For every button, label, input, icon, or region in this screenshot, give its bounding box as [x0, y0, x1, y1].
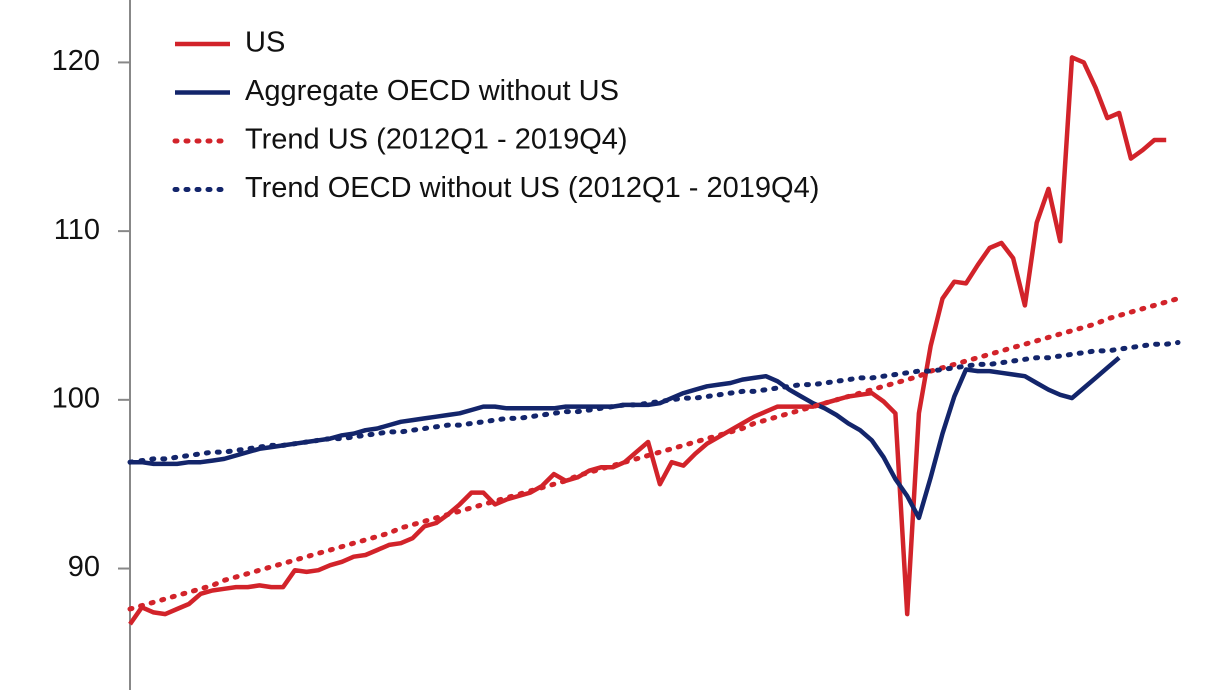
legend-label: Aggregate OECD without US [245, 75, 619, 107]
y-tick-label: 120 [52, 45, 100, 77]
y-tick-label: 110 [54, 214, 100, 246]
legend-label: Trend OECD without US (2012Q1 - 2019Q4) [245, 172, 819, 204]
legend-label: Trend US (2012Q1 - 2019Q4) [245, 124, 628, 156]
series-line [128, 55, 1167, 626]
y-tick-label: 90 [68, 551, 100, 583]
y-tick-label: 100 [52, 382, 100, 414]
series-line [130, 355, 1121, 521]
legend-label: US [245, 27, 285, 59]
series-line [127, 340, 1181, 465]
series-line [127, 296, 1181, 612]
